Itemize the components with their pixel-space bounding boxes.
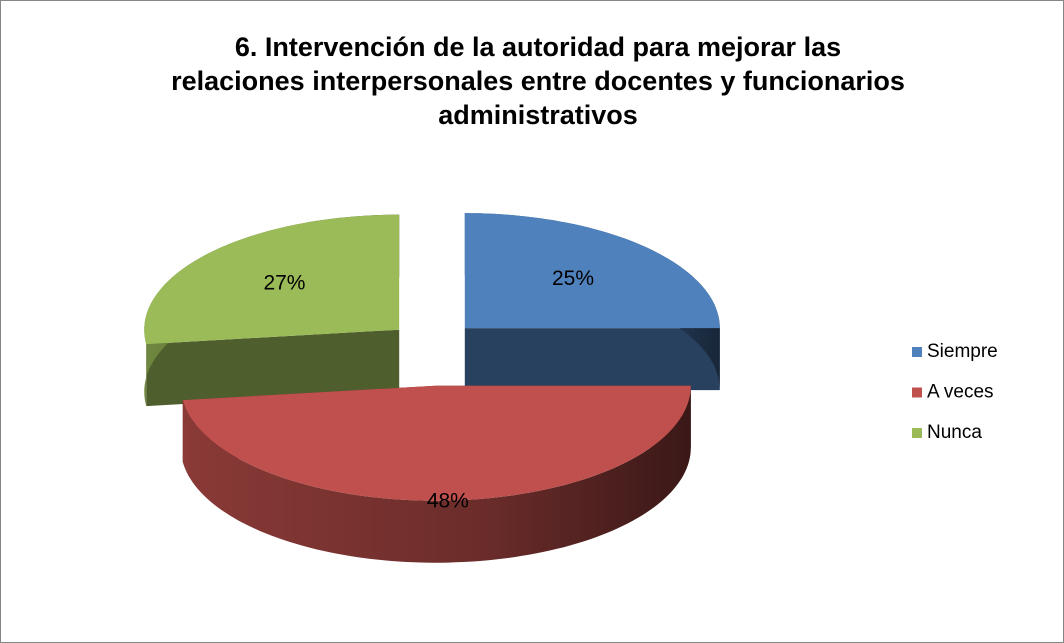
data-label: 48%	[427, 489, 469, 512]
slice	[144, 214, 400, 407]
legend-swatch	[912, 428, 922, 438]
slice-side	[146, 329, 400, 407]
slice	[182, 385, 691, 563]
slice	[464, 213, 720, 391]
slice-wall	[182, 385, 691, 563]
data-label: 27%	[263, 272, 305, 295]
slice-top	[182, 385, 691, 501]
data-label: 25%	[552, 267, 594, 290]
legend-swatch	[912, 387, 922, 398]
slice-side	[464, 328, 720, 391]
legend-swatch	[912, 347, 922, 357]
slice-top	[144, 214, 400, 345]
chart-title: 6. Intervención de la autoridad para mej…	[171, 32, 905, 130]
slice-top	[464, 213, 720, 329]
legend-label: Siempre	[927, 341, 998, 362]
legend-label: A veces	[927, 382, 994, 403]
legend-label: Nunca	[927, 422, 982, 443]
